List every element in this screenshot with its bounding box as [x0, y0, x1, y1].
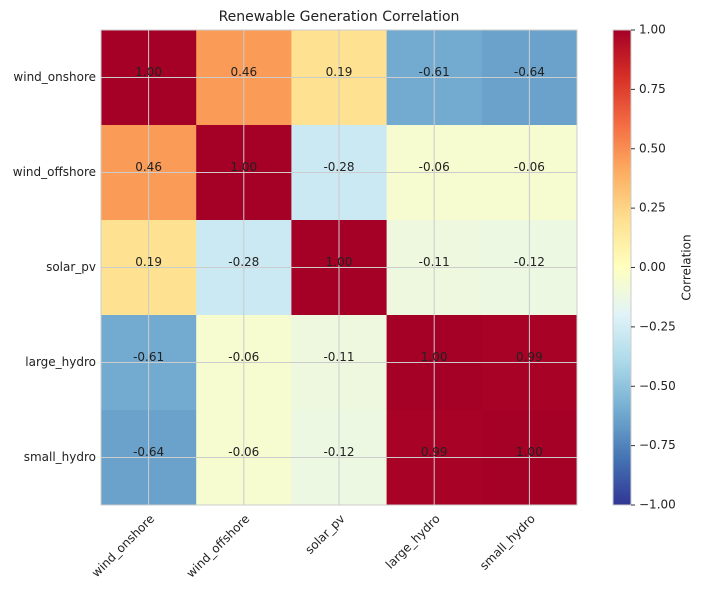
cell-label: 0.99 — [421, 445, 448, 459]
chart-title: Renewable Generation Correlation — [219, 9, 460, 25]
cell-label: -0.06 — [228, 445, 259, 459]
cell-label: 1.00 — [230, 160, 257, 174]
cell-label: -0.11 — [323, 350, 354, 364]
x-tick-label: wind_offshore — [184, 512, 253, 581]
colorbar-tick-label: 0.50 — [639, 141, 666, 155]
colorbar-tick-label: −1.00 — [639, 498, 676, 512]
x-tick-label: solar_pv — [302, 512, 347, 557]
colorbar-tick-label: 0.75 — [639, 82, 666, 96]
x-tick-label: large_hydro — [383, 512, 443, 572]
cell-label: -0.06 — [228, 350, 259, 364]
cell-label: 0.19 — [326, 65, 353, 79]
y-tick-label: large_hydro — [25, 355, 96, 369]
cell-label: 1.00 — [421, 350, 448, 364]
cell-label: -0.06 — [514, 160, 545, 174]
cell-label: -0.12 — [323, 445, 354, 459]
colorbar-label: Correlation — [680, 234, 694, 300]
cell-label: 0.99 — [516, 350, 543, 364]
y-tick-label: wind_onshore — [13, 70, 96, 84]
colorbar-tick-label: −0.25 — [639, 319, 676, 333]
x-tick-label: wind_onshore — [89, 512, 157, 580]
colorbar-tick-label: −0.50 — [639, 379, 676, 393]
colorbar-tick-label: 0.25 — [639, 201, 666, 215]
colorbar — [612, 29, 632, 506]
cell-label: 1.00 — [135, 65, 162, 79]
colorbar-tick-label: 1.00 — [639, 23, 666, 37]
cell-label: -0.61 — [419, 65, 450, 79]
cell-label: 1.00 — [326, 255, 353, 269]
cell-label: 0.46 — [230, 65, 257, 79]
x-tick-label: small_hydro — [477, 512, 538, 573]
cell-label: 0.19 — [135, 255, 162, 269]
cell-label: -0.28 — [228, 255, 259, 269]
cell-label: 1.00 — [516, 445, 543, 459]
plot-border — [100, 29, 578, 506]
cell-label: -0.11 — [419, 255, 450, 269]
cell-label: -0.12 — [514, 255, 545, 269]
cell-label: -0.64 — [514, 65, 545, 79]
colorbar-tick-label: −0.75 — [639, 438, 676, 452]
y-tick-label: small_hydro — [24, 450, 96, 464]
y-tick-label: wind_offshore — [13, 165, 96, 179]
cell-label: -0.06 — [419, 160, 450, 174]
cell-label: -0.28 — [323, 160, 354, 174]
cell-label: 0.46 — [135, 160, 162, 174]
colorbar-tick-label: 0.00 — [639, 260, 666, 274]
cell-label: -0.61 — [133, 350, 164, 364]
y-tick-label: solar_pv — [46, 260, 96, 274]
cell-label: -0.64 — [133, 445, 164, 459]
